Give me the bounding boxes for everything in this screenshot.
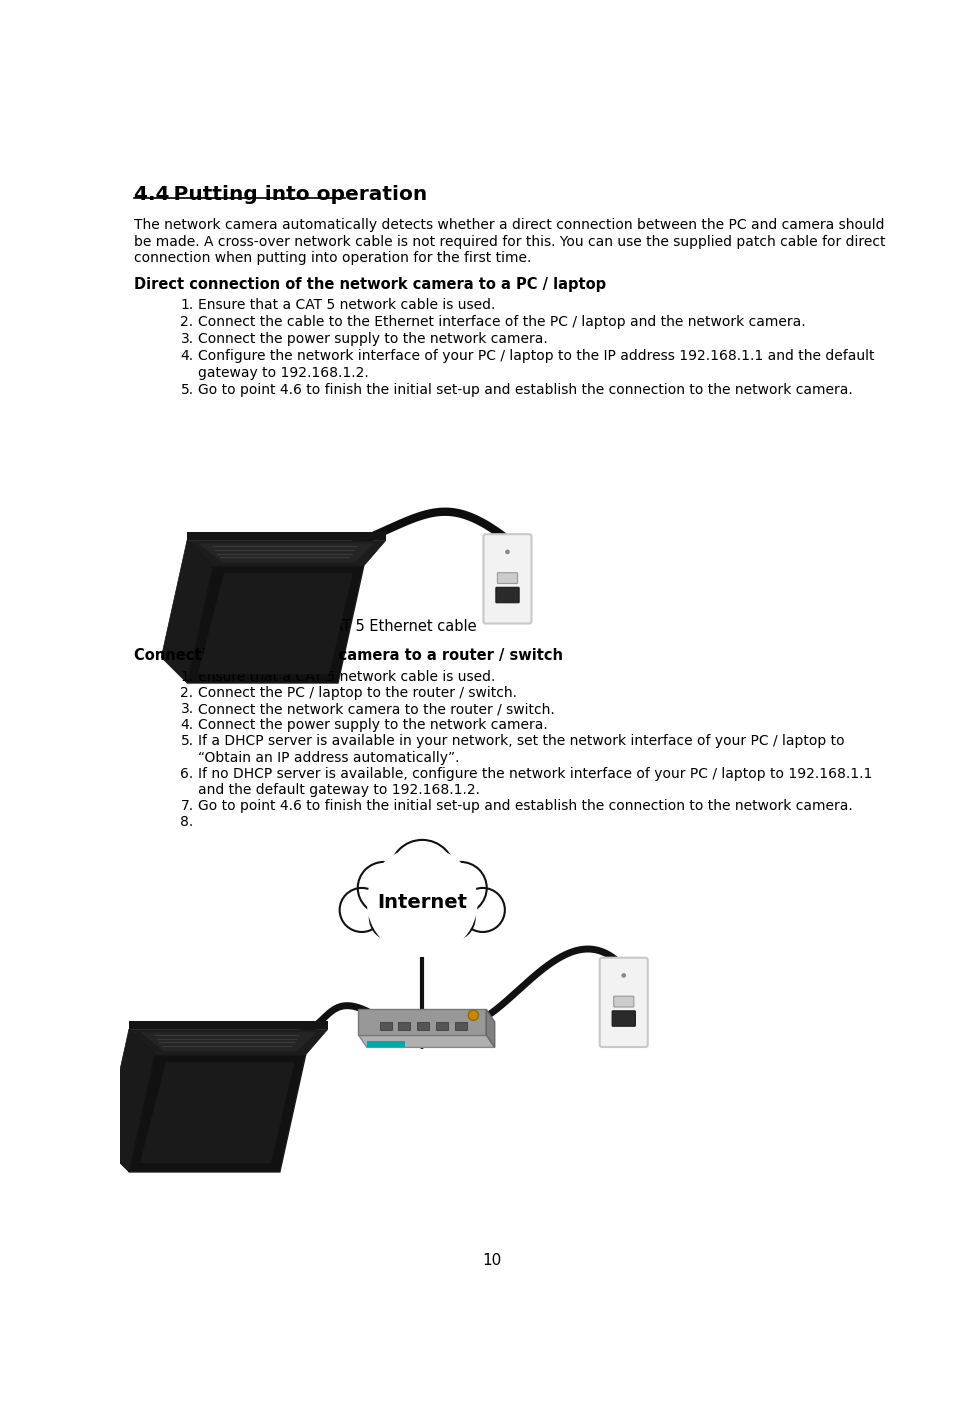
- Text: Connect the PC / laptop to the router / switch.: Connect the PC / laptop to the router / …: [198, 686, 516, 700]
- Text: 2.: 2.: [180, 686, 194, 700]
- FancyBboxPatch shape: [455, 1022, 467, 1030]
- Circle shape: [434, 862, 487, 914]
- Polygon shape: [187, 532, 386, 541]
- Text: Ensure that a CAT 5 network cable is used.: Ensure that a CAT 5 network cable is use…: [198, 670, 494, 683]
- Circle shape: [390, 840, 454, 904]
- Circle shape: [621, 973, 626, 978]
- Polygon shape: [140, 1062, 295, 1163]
- Polygon shape: [103, 1029, 155, 1173]
- Text: Connect the cable to the Ethernet interface of the PC / laptop and the network c: Connect the cable to the Ethernet interf…: [198, 314, 805, 329]
- FancyBboxPatch shape: [418, 1022, 429, 1030]
- Polygon shape: [129, 1020, 327, 1029]
- Text: 5.: 5.: [180, 734, 194, 748]
- Text: If no DHCP server is available, configure the network interface of your PC / lap: If no DHCP server is available, configur…: [198, 767, 872, 781]
- FancyBboxPatch shape: [436, 1022, 447, 1030]
- FancyBboxPatch shape: [497, 572, 517, 583]
- Text: 8.: 8.: [180, 815, 194, 830]
- Circle shape: [430, 896, 474, 941]
- Text: Connect the power supply to the network camera.: Connect the power supply to the network …: [198, 719, 547, 733]
- Polygon shape: [367, 1040, 405, 1047]
- FancyBboxPatch shape: [612, 1010, 636, 1026]
- FancyBboxPatch shape: [379, 1022, 392, 1030]
- Text: 5.: 5.: [180, 383, 194, 397]
- Text: Go to point 4.6 to finish the initial set-up and establish the connection to the: Go to point 4.6 to finish the initial se…: [198, 800, 852, 813]
- Text: If a DHCP server is available in your network, set the network interface of your: If a DHCP server is available in your ne…: [198, 734, 844, 748]
- Text: 10: 10: [482, 1252, 502, 1268]
- Circle shape: [505, 549, 510, 554]
- Polygon shape: [486, 1009, 494, 1047]
- Text: 1.: 1.: [180, 297, 194, 312]
- Polygon shape: [358, 1009, 486, 1035]
- Text: Configure the network interface of your PC / laptop to the IP address 192.168.1.: Configure the network interface of your …: [198, 349, 874, 363]
- Circle shape: [468, 1010, 478, 1020]
- Circle shape: [394, 879, 450, 936]
- Polygon shape: [140, 1032, 317, 1052]
- Polygon shape: [358, 1035, 494, 1047]
- Text: be made. A cross-over network cable is not required for this. You can use the su: be made. A cross-over network cable is n…: [134, 235, 885, 249]
- Circle shape: [370, 896, 414, 941]
- Circle shape: [358, 862, 410, 914]
- FancyBboxPatch shape: [484, 534, 532, 623]
- Circle shape: [340, 888, 384, 932]
- Polygon shape: [198, 573, 352, 675]
- Text: “Obtain an IP address automatically”.: “Obtain an IP address automatically”.: [198, 750, 459, 764]
- Polygon shape: [161, 541, 213, 683]
- Text: Ensure that a CAT 5 network cable is used.: Ensure that a CAT 5 network cable is use…: [198, 297, 494, 312]
- Polygon shape: [187, 541, 386, 566]
- FancyBboxPatch shape: [398, 1022, 410, 1030]
- Text: gateway to 192.168.1.2.: gateway to 192.168.1.2.: [198, 366, 369, 380]
- Text: 1.: 1.: [180, 670, 194, 683]
- Text: Go to point 4.6 to finish the initial set-up and establish the connection to the: Go to point 4.6 to finish the initial se…: [198, 383, 852, 397]
- Text: 2.: 2.: [180, 314, 194, 329]
- Text: 7.: 7.: [180, 800, 194, 813]
- Polygon shape: [129, 1054, 305, 1173]
- Text: 4.4 Putting into operation: 4.4 Putting into operation: [134, 185, 427, 203]
- Text: 6.: 6.: [180, 767, 194, 781]
- Circle shape: [461, 888, 505, 932]
- Circle shape: [367, 847, 478, 958]
- Text: 3.: 3.: [180, 702, 194, 716]
- Text: and the default gateway to 192.168.1.2.: and the default gateway to 192.168.1.2.: [198, 783, 479, 797]
- FancyBboxPatch shape: [613, 996, 634, 1007]
- Polygon shape: [198, 544, 374, 562]
- Text: Connecting the network camera to a router / switch: Connecting the network camera to a route…: [134, 647, 563, 663]
- Text: Internet: Internet: [377, 892, 468, 912]
- Text: 3.: 3.: [180, 332, 194, 346]
- FancyBboxPatch shape: [496, 588, 519, 603]
- Polygon shape: [129, 1029, 327, 1054]
- Text: The network camera automatically detects whether a direct connection between the: The network camera automatically detects…: [134, 219, 884, 232]
- Text: ① CAT 5 Ethernet cable: ① CAT 5 Ethernet cable: [305, 619, 477, 633]
- Text: connection when putting into operation for the first time.: connection when putting into operation f…: [134, 250, 531, 265]
- Text: Direct connection of the network camera to a PC / laptop: Direct connection of the network camera …: [134, 277, 606, 292]
- Polygon shape: [187, 566, 364, 683]
- Text: 4.: 4.: [180, 719, 194, 733]
- Text: 4.: 4.: [180, 349, 194, 363]
- Text: Connect the network camera to the router / switch.: Connect the network camera to the router…: [198, 702, 554, 716]
- Text: Connect the power supply to the network camera.: Connect the power supply to the network …: [198, 332, 547, 346]
- FancyBboxPatch shape: [600, 958, 648, 1047]
